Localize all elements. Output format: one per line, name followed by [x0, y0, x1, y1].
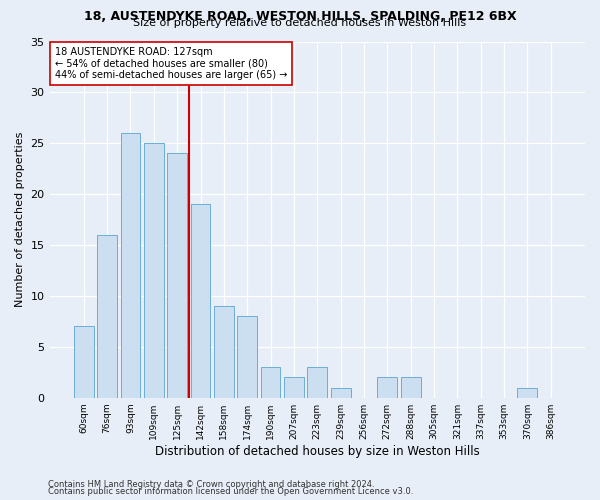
Bar	[284, 378, 304, 398]
Bar	[517, 388, 538, 398]
Text: Size of property relative to detached houses in Weston Hills: Size of property relative to detached ho…	[133, 18, 467, 28]
Y-axis label: Number of detached properties: Number of detached properties	[15, 132, 25, 308]
Text: Contains public sector information licensed under the Open Government Licence v3: Contains public sector information licen…	[48, 488, 413, 496]
Bar	[167, 154, 187, 398]
Bar	[191, 204, 211, 398]
Bar	[260, 367, 280, 398]
Bar	[144, 144, 164, 398]
Text: 18 AUSTENDYKE ROAD: 127sqm
← 54% of detached houses are smaller (80)
44% of semi: 18 AUSTENDYKE ROAD: 127sqm ← 54% of deta…	[55, 47, 287, 80]
Bar	[121, 133, 140, 398]
Text: Contains HM Land Registry data © Crown copyright and database right 2024.: Contains HM Land Registry data © Crown c…	[48, 480, 374, 489]
Bar	[401, 378, 421, 398]
Bar	[97, 235, 117, 398]
Bar	[74, 326, 94, 398]
Bar	[331, 388, 350, 398]
Bar	[377, 378, 397, 398]
Bar	[214, 306, 234, 398]
Bar	[238, 316, 257, 398]
Text: 18, AUSTENDYKE ROAD, WESTON HILLS, SPALDING, PE12 6BX: 18, AUSTENDYKE ROAD, WESTON HILLS, SPALD…	[83, 10, 517, 23]
X-axis label: Distribution of detached houses by size in Weston Hills: Distribution of detached houses by size …	[155, 444, 479, 458]
Bar	[307, 367, 327, 398]
